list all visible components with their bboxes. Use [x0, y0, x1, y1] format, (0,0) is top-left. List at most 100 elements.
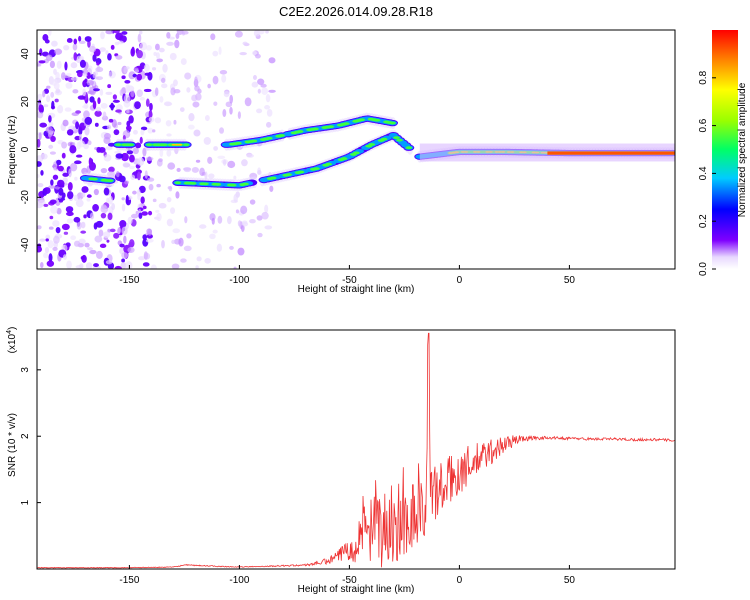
spectrogram-lower-branch-mark	[297, 170, 305, 174]
spectrogram-noise-speck	[181, 30, 189, 35]
spectrogram-noise-speck	[37, 111, 44, 119]
spectrogram-noise-speck	[183, 245, 192, 252]
spectrogram-noise-speck	[78, 238, 86, 245]
colorbar-tick-label: 0.2	[698, 214, 709, 228]
spectrogram-noise-speck	[70, 76, 78, 81]
spectrogram-noise-speck	[166, 196, 172, 203]
spectrogram-noise-speck	[139, 96, 145, 101]
spectrogram-noise-speck	[183, 168, 191, 173]
spectrogram-upper-branch-mark	[161, 143, 168, 147]
spectrogram-noise-speck	[50, 91, 55, 98]
spectrogram-upper-branch-mark	[145, 143, 153, 147]
spectrogram-noise-speck	[166, 218, 174, 227]
spectrogram-noise-speck	[145, 238, 154, 243]
spectrogram-noise-speck	[130, 213, 139, 219]
spectrogram-noise-speck	[253, 75, 257, 80]
spectrogram-upper-branch-mark	[182, 143, 190, 147]
spectrogram-noise-speck	[37, 62, 40, 67]
spectrogram-noise-speck	[37, 225, 42, 230]
snr-y-ticks: 1 2 3	[20, 367, 41, 505]
spectrogram-noise-speck	[108, 118, 114, 123]
spectrogram-noise-speck	[105, 50, 109, 55]
spectrogram-noise-speck	[128, 115, 134, 124]
spectrogram-noise-speck	[265, 93, 271, 103]
spectrogram-noise-speck	[255, 53, 261, 59]
spectrogram-noise-speck	[119, 219, 127, 228]
spectrogram-lower-branch-mark	[106, 179, 114, 183]
spectrogram-noise-speck	[192, 101, 200, 108]
spectrogram-noise-speck	[48, 30, 52, 36]
spectrogram-noise-speck	[130, 89, 135, 98]
spectrogram-noise-speck	[86, 79, 94, 86]
spectrogram-noise-speck	[55, 88, 61, 94]
spectrogram-noise-speck	[51, 100, 55, 110]
spectrogram-noise-speck	[204, 114, 210, 122]
spectrogram-noise-speck	[207, 83, 211, 89]
spectrogram-noise-speck	[128, 154, 135, 163]
spectrogram-noise-speck	[195, 265, 199, 269]
spectrogram-noise-speck	[61, 223, 70, 231]
spectrogram-noise-speck	[38, 132, 42, 141]
spectrogram-noise-speck	[53, 235, 60, 244]
spectrogram-noise-speck	[107, 84, 112, 89]
spectrogram-noise-speck	[43, 203, 49, 207]
spectrogram-noise-speck	[265, 121, 272, 128]
spectrogram-noise-speck	[240, 224, 245, 232]
spectrogram-noise-speck	[109, 228, 116, 233]
spectrogram-noise-speck	[81, 186, 89, 193]
snr-scale-base: (x10	[7, 333, 18, 353]
spectrogram-noise-speck	[229, 106, 233, 115]
spectrogram-noise-speck	[121, 75, 126, 80]
spectrogram-noise-speck	[57, 104, 64, 114]
spectrogram-noise-speck	[149, 102, 153, 111]
spectrogram-noise-speck	[229, 245, 234, 250]
spectrogram-upper-branch-mark	[266, 136, 273, 140]
spectrogram-noise-speck	[81, 254, 87, 263]
spectrogram-noise-speck	[112, 99, 120, 103]
spectrogram-noise-speck	[84, 36, 92, 42]
spectrogram-noise-speck	[176, 30, 184, 35]
spectrogram-upper-branch-mark	[171, 143, 177, 146]
spectrogram-upper-branch-mark	[327, 125, 335, 129]
spectrogram-noise-speck	[119, 89, 123, 96]
spectrogram-noise-speck	[117, 40, 124, 45]
spectrogram-noise-speck	[130, 47, 135, 57]
spectrogram-noise-speck	[83, 214, 87, 219]
spectrogram-noise-speck	[46, 260, 55, 267]
spectrogram-noise-speck	[239, 51, 247, 56]
spectrogram-noise-speck	[89, 212, 95, 220]
spectrogram-lower-branch-mark	[405, 146, 413, 150]
spectrogram-noise-speck	[125, 84, 131, 93]
spectrogram-noise-speck	[152, 129, 156, 133]
colorbar-tick-label: 0.0	[698, 262, 709, 276]
spectrogram-upper-branch-mark	[174, 143, 180, 146]
colorbar-tick-label: 0.8	[698, 70, 709, 84]
spectrogram-lower-branch-mark	[380, 137, 388, 141]
spectrogram-noise-speck	[57, 179, 65, 188]
spectrogram-noise-speck	[73, 52, 78, 61]
spectrogram-noise-speck	[51, 40, 58, 47]
spectrogram-noise-speck	[121, 197, 125, 201]
spectrogram-noise-speck	[145, 156, 154, 161]
spectrogram-lower-branch-mark	[325, 162, 333, 166]
spectrogram-noise-speck	[123, 66, 128, 74]
spectrogram-noise-speck	[268, 89, 276, 93]
spectrogram-noise-speck	[40, 262, 44, 269]
spectrogram-noise-speck	[45, 54, 53, 62]
spectrogram-noise-speck	[103, 132, 111, 140]
spectrogram-noise-speck	[240, 205, 248, 215]
spectrogram-noise-speck	[127, 246, 135, 253]
spectrogram-noise-speck	[75, 110, 82, 114]
spectrogram-noise-speck	[139, 136, 143, 144]
spectrogram-noise-speck	[69, 145, 77, 154]
spectrogram-noise-speck	[165, 120, 172, 127]
spectrogram-noise-speck	[43, 252, 49, 259]
spectrogram-noise-speck	[108, 195, 113, 205]
spectrogram-noise-speck	[213, 101, 218, 106]
spectrogram-noise-speck	[199, 224, 207, 229]
spectrogram-noise-speck	[145, 98, 150, 108]
spectrogram-marks	[37, 30, 675, 269]
spectrogram-noise-speck	[234, 30, 243, 38]
spectrogram-noise-speck	[89, 249, 97, 255]
